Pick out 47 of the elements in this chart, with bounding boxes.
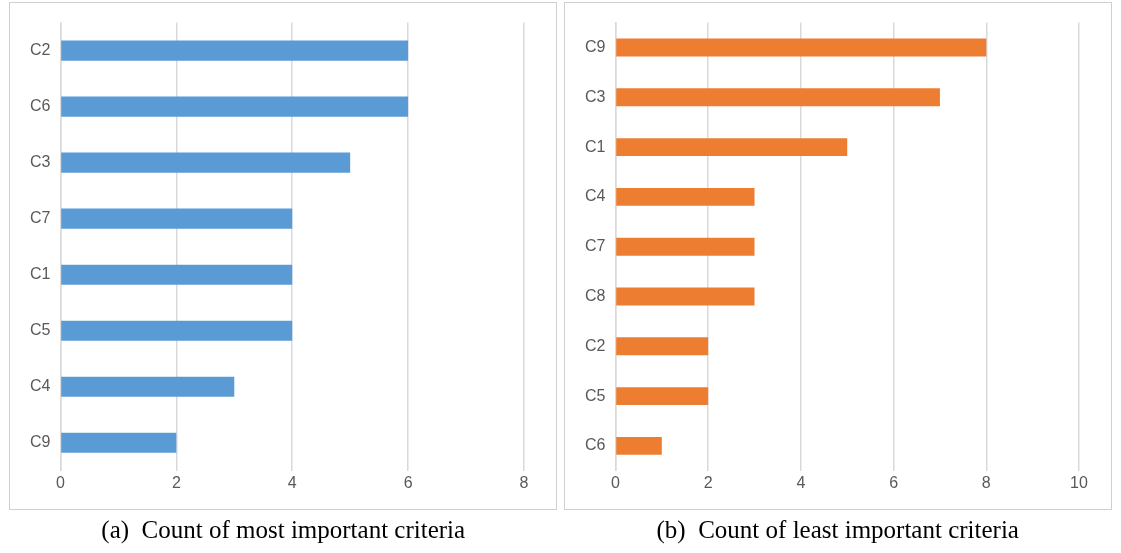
x-tick-label: 4: [796, 473, 806, 491]
y-tick-label: C5: [30, 321, 51, 339]
y-tick-label: C1: [30, 265, 51, 283]
y-tick-label: C4: [30, 377, 51, 395]
bar: [615, 138, 847, 157]
bar: [61, 40, 409, 61]
y-tick-label: C9: [584, 37, 606, 55]
y-tick-label: C8: [584, 286, 606, 304]
y-tick-label: C3: [584, 87, 606, 105]
bar: [61, 376, 235, 397]
bar: [61, 264, 293, 285]
bar: [615, 387, 708, 406]
y-tick-label: C5: [584, 386, 606, 404]
bar: [615, 88, 940, 107]
x-tick-label: 0: [610, 473, 620, 491]
bar: [615, 287, 755, 306]
x-tick-label: 4: [288, 473, 298, 491]
y-tick-label: C4: [584, 187, 606, 205]
bar: [615, 38, 987, 57]
y-tick-label: C9: [30, 433, 51, 451]
y-tick-label: C6: [30, 97, 51, 115]
bar: [615, 337, 708, 356]
bar: [61, 96, 409, 117]
y-tick-label: C3: [30, 153, 51, 171]
bar: [615, 187, 755, 206]
x-tick-label: 0: [56, 473, 66, 491]
bar: [615, 237, 755, 256]
bar: [61, 320, 293, 341]
bar: [61, 432, 177, 453]
y-tick-label: C1: [584, 137, 606, 155]
x-tick-label: 2: [703, 473, 713, 491]
x-tick-label: 6: [888, 473, 898, 491]
y-tick-label: C2: [584, 336, 606, 354]
y-tick-label: C6: [584, 436, 606, 454]
text: (a) Count of most important criteria: [101, 516, 466, 544]
x-tick-label: 10: [1069, 473, 1088, 491]
y-tick-label: C7: [584, 237, 606, 255]
bar: [61, 152, 351, 173]
bar: [615, 436, 662, 455]
bar: [61, 208, 293, 229]
y-tick-label: C2: [30, 41, 51, 59]
x-tick-label: 8: [981, 473, 991, 491]
text: (b) Count of least important criteria: [656, 516, 1019, 544]
x-tick-label: 8: [519, 473, 529, 491]
y-tick-label: C7: [30, 209, 51, 227]
x-tick-label: 2: [172, 473, 182, 491]
x-tick-label: 6: [403, 473, 413, 491]
